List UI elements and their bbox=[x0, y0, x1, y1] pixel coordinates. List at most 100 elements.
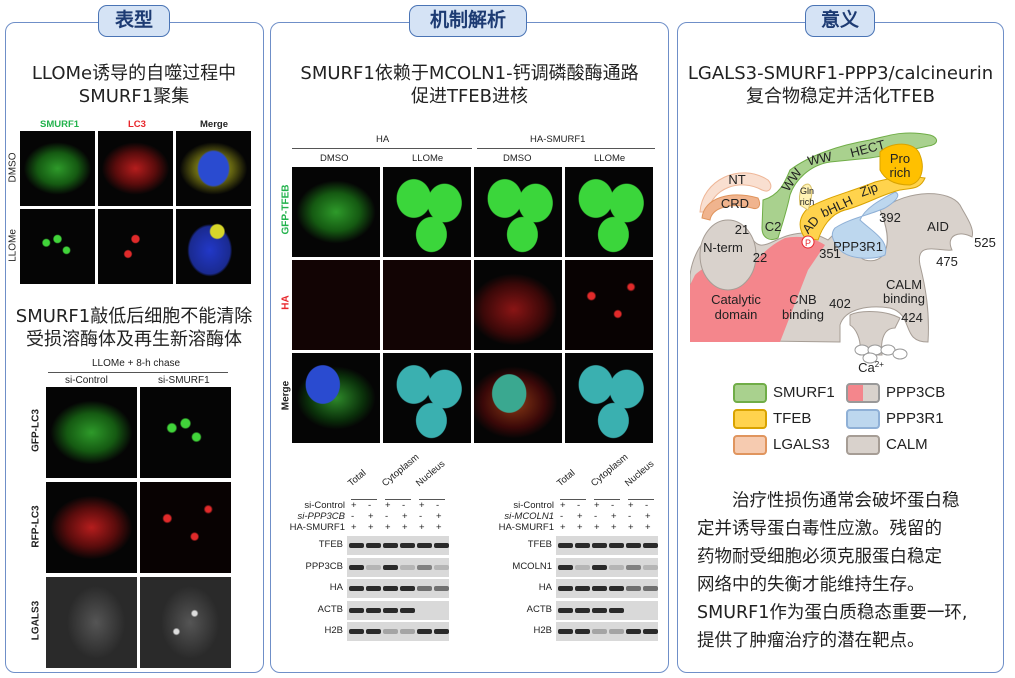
lane-sign: + bbox=[611, 511, 617, 522]
label-gln: Gln bbox=[800, 186, 814, 196]
micrograph-merge-1 bbox=[383, 353, 471, 443]
lane-sign: + bbox=[628, 500, 634, 511]
blot-band bbox=[349, 543, 364, 548]
blot-actb bbox=[347, 600, 449, 620]
micrograph-llome-smurf1 bbox=[20, 209, 95, 284]
legend-swatch-ppp3r1 bbox=[846, 409, 880, 429]
condition-label: si-Control bbox=[513, 500, 554, 511]
blot-band bbox=[575, 586, 590, 591]
channel-label-smurf1: SMURF1 bbox=[40, 119, 80, 130]
blot-band bbox=[383, 629, 398, 634]
group-label-ha: HA bbox=[376, 134, 390, 145]
blot-band bbox=[434, 629, 449, 634]
n-term-shape bbox=[699, 219, 757, 291]
row-label-gfp-tfeb: GFP-TFEB bbox=[280, 184, 292, 235]
blot-band bbox=[643, 543, 658, 548]
lane-sign: + bbox=[368, 511, 374, 522]
lane-sign: + bbox=[628, 522, 634, 533]
label-22: 22 bbox=[753, 250, 767, 265]
blot-band bbox=[417, 543, 432, 548]
title-line: LLOMe诱导的自噬过程中 bbox=[31, 63, 237, 84]
lane-sign: + bbox=[645, 511, 651, 522]
treatment-label: LLOMe bbox=[412, 153, 444, 164]
protein-label: MCOLN1 bbox=[512, 560, 552, 572]
label-cnb-binding: binding bbox=[782, 307, 824, 322]
protein-label: ACTB bbox=[317, 603, 343, 615]
protein-label: HA bbox=[538, 582, 552, 593]
blot-band bbox=[417, 564, 432, 570]
micrograph-lgals3-si-smurf1 bbox=[140, 577, 231, 668]
mechanism-title: SMURF1依赖于MCOLN1-钙调磷酸酶通路 促进TFEB进核 bbox=[272, 62, 667, 108]
ca-binding-stem bbox=[849, 311, 901, 356]
blot-tfeb bbox=[347, 536, 449, 555]
blot-band bbox=[558, 564, 573, 570]
label-nt: NT bbox=[728, 172, 745, 187]
lane-sign: + bbox=[594, 522, 600, 533]
micrograph-ha-2 bbox=[474, 260, 562, 350]
micrograph-merge-0 bbox=[292, 353, 380, 443]
blot-band bbox=[366, 629, 381, 634]
row-label-rfp-lc3: RFP-LC3 bbox=[30, 505, 42, 548]
significance-panel bbox=[677, 22, 1004, 673]
blot-band bbox=[349, 564, 364, 570]
treatment-label: DMSO bbox=[320, 153, 349, 164]
protein-complex-diagram: NT CRD C2 WW WW HECT Gln rich AD bHLH Zi… bbox=[690, 132, 996, 375]
lane-sign: + bbox=[436, 511, 442, 522]
legend-swatch-lgals3 bbox=[733, 435, 767, 455]
lane-sign: + bbox=[560, 522, 566, 533]
blot-band bbox=[643, 586, 658, 591]
lane-sign: + bbox=[419, 500, 425, 511]
condition-label: si-MCOLN1 bbox=[504, 511, 554, 522]
significance-title: LGALS3-SMURF1-PPP3/calcineurin 复合物稳定并活化T… bbox=[679, 62, 1002, 108]
blot-band bbox=[558, 543, 573, 548]
label-351: 351 bbox=[819, 246, 841, 261]
protein-label: TFEB bbox=[527, 539, 552, 550]
label-ww2: WW bbox=[806, 148, 834, 168]
lane-sign: + bbox=[385, 522, 391, 533]
blot-band bbox=[609, 586, 624, 591]
blot-band bbox=[349, 607, 364, 613]
condition-label-llome: LLOMe bbox=[7, 229, 19, 262]
lane-sign: + bbox=[385, 500, 391, 511]
micrograph-llome-lc3 bbox=[98, 209, 173, 284]
blot-band bbox=[592, 564, 607, 570]
paragraph-line: SMURF1作为蛋白质稳态重要一环, bbox=[697, 603, 968, 623]
lane-sign: - bbox=[645, 500, 649, 511]
blot-h2b bbox=[556, 622, 658, 641]
micrograph-gfp-tfeb-3 bbox=[565, 167, 653, 257]
blot-band bbox=[434, 586, 449, 591]
label-aid: AID bbox=[927, 219, 949, 234]
fraction-divider bbox=[594, 499, 620, 500]
blot-band bbox=[383, 586, 398, 591]
blot-band bbox=[400, 607, 415, 613]
blot-actb bbox=[556, 600, 658, 620]
lane-sign: - bbox=[368, 500, 372, 511]
label-424: 424 bbox=[901, 310, 923, 325]
treatment-label: LLOMe bbox=[594, 153, 626, 164]
blot-band bbox=[575, 629, 590, 634]
blot-band bbox=[558, 629, 573, 634]
label-calm: CALM bbox=[886, 277, 922, 292]
micrograph-llome-merge bbox=[176, 209, 251, 284]
label-calm-binding: binding bbox=[883, 291, 925, 306]
phosphorylation-icon bbox=[801, 235, 815, 249]
paragraph-line: 网络中的失衡才能维持生存。 bbox=[697, 575, 925, 595]
legend-label: PPP3CB bbox=[886, 384, 946, 401]
lane-sign: - bbox=[351, 511, 355, 522]
blot-band bbox=[383, 543, 398, 548]
blot-band bbox=[383, 564, 398, 570]
blot-band bbox=[366, 543, 381, 548]
legend-label: CALM bbox=[886, 436, 928, 453]
group-label-si-smurf1: si-SMURF1 bbox=[158, 375, 210, 386]
subtitle-line: SMURF1敲低后细胞不能清除 bbox=[15, 306, 253, 327]
blot-ha bbox=[556, 579, 658, 598]
micrograph-rfp-lc3-si-control bbox=[46, 482, 137, 573]
lane-sign: - bbox=[577, 500, 581, 511]
label-crd: CRD bbox=[721, 196, 749, 211]
blot-band bbox=[626, 543, 641, 548]
blot-band bbox=[366, 586, 381, 591]
row-label-gfp-lc3: GFP-LC3 bbox=[30, 409, 42, 452]
significance-header: 意义 bbox=[805, 5, 875, 37]
micrograph-ha-3 bbox=[565, 260, 653, 350]
lane-sign: + bbox=[402, 522, 408, 533]
